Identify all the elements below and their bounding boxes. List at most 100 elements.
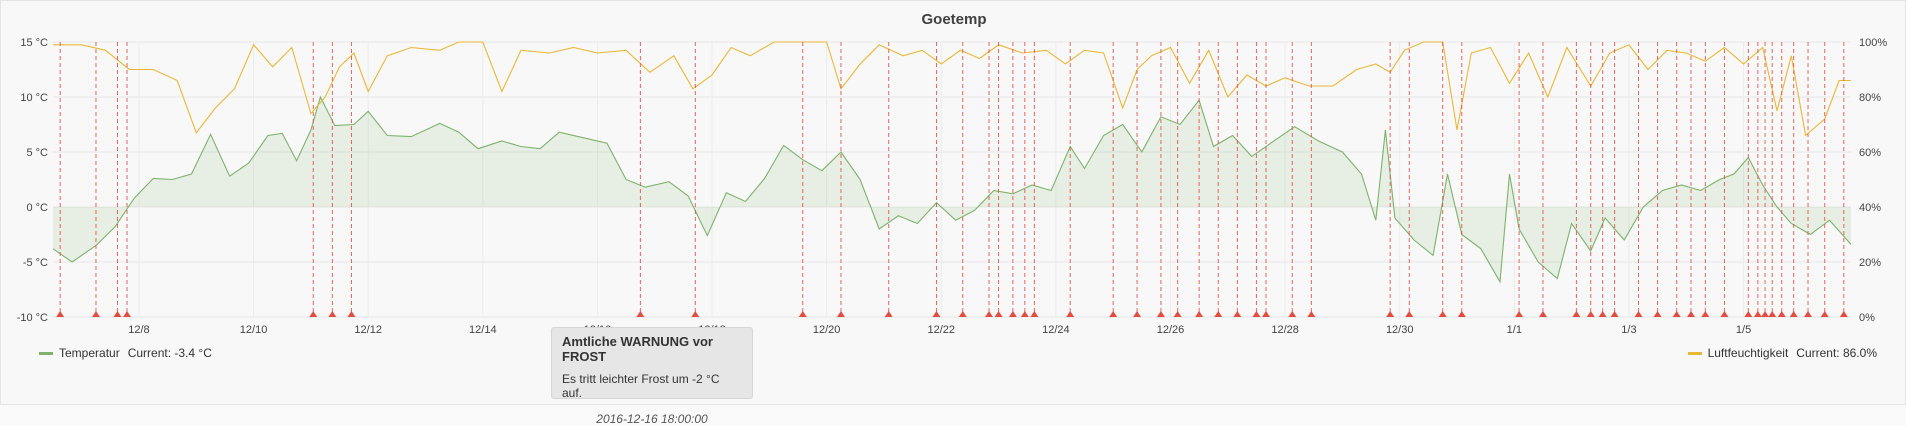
annotation-marker — [1761, 311, 1770, 317]
legend-temperature[interactable]: Temperatur Current: -3.4 °C — [39, 346, 212, 360]
annotation-marker — [1789, 311, 1798, 317]
annotation-marker — [1156, 311, 1165, 317]
series-line-temperature — [52, 95, 1852, 284]
legend-humidity[interactable]: Luftfeuchtigkeit Current: 86.0% — [1687, 346, 1877, 360]
x-tick-label: 12/30 — [1386, 324, 1414, 336]
tooltip-time: 2016-12-16 18:00:00 — [596, 412, 708, 426]
annotation-marker — [798, 311, 807, 317]
y-right-tick-label: 80% — [1859, 92, 1881, 104]
panel-title[interactable]: Goetemp — [921, 11, 987, 28]
annotation-marker — [1438, 311, 1447, 317]
annotations-group — [56, 42, 1848, 317]
annotation-marker — [1214, 311, 1223, 317]
tooltip-text: Es tritt leichter Frost um -2 °C auf. — [562, 372, 720, 400]
x-tick-label: 1/5 — [1736, 324, 1751, 336]
x-tick-label: 12/20 — [813, 324, 841, 336]
legend-current-temperature: Current: -3.4 °C — [127, 346, 212, 360]
annotation-marker — [1307, 311, 1316, 317]
annotation-marker — [1572, 311, 1581, 317]
x-tick-label: 12/24 — [1042, 324, 1070, 336]
annotation-marker — [1653, 311, 1662, 317]
annotation-marker — [1288, 311, 1297, 317]
annotation-marker — [1515, 311, 1524, 317]
annotation-marker — [113, 311, 122, 317]
annotation-tooltip: Amtliche WARNUNG vor FROST Es tritt leic… — [551, 327, 753, 426]
annotation-marker — [1386, 311, 1395, 317]
series-line-humidity — [53, 41, 1851, 137]
annotation-marker — [1173, 311, 1182, 317]
y-right-tick-label: 0% — [1859, 312, 1875, 324]
y-right-tick-label: 60% — [1859, 147, 1881, 159]
annotation-marker — [985, 311, 994, 317]
x-axis: 12/812/1012/1212/1412/1612/1812/2012/221… — [128, 324, 1751, 336]
annotation-marker — [1768, 311, 1777, 317]
x-tick-label: 1/1 — [1507, 324, 1522, 336]
x-tick-label: 12/8 — [128, 324, 149, 336]
annotation-marker — [1109, 311, 1118, 317]
x-tick-label: 12/22 — [927, 324, 955, 336]
legend-label-humidity: Luftfeuchtigkeit — [1707, 346, 1789, 360]
y-left-tick-label: 5 °C — [26, 147, 48, 159]
annotation-marker — [1777, 311, 1786, 317]
y-axis-right: 100% 80% 60% 40% 20% 0% — [1859, 37, 1887, 324]
annotation-marker — [1839, 311, 1848, 317]
annotation-marker — [347, 311, 356, 317]
y-left-tick-label: -10 °C — [17, 312, 48, 324]
annotation-marker — [56, 311, 65, 317]
x-tick-label: 1/3 — [1621, 324, 1636, 336]
annotation-marker — [1133, 311, 1142, 317]
annotation-marker — [1744, 311, 1753, 317]
annotation-marker — [1687, 311, 1696, 317]
annotation-marker — [1598, 311, 1607, 317]
annotation-marker — [884, 311, 893, 317]
y-right-tick-label: 40% — [1859, 202, 1881, 214]
annotation-marker — [836, 311, 845, 317]
x-tick-label: 12/26 — [1157, 324, 1185, 336]
y-right-tick-label: 20% — [1859, 257, 1881, 269]
legend-swatch-humidity — [1687, 351, 1702, 355]
annotation-marker — [1008, 311, 1017, 317]
annotation-marker — [1030, 311, 1039, 317]
annotation-marker — [691, 311, 700, 317]
annotation-marker — [1252, 311, 1261, 317]
annotation-marker — [1066, 311, 1075, 317]
y-left-tick-label: 0 °C — [26, 202, 48, 214]
annotation-marker — [994, 311, 1003, 317]
x-tick-label: 12/28 — [1271, 324, 1299, 336]
annotation-marker — [1753, 311, 1762, 317]
annotation-marker — [1538, 311, 1547, 317]
annotation-marker — [1672, 311, 1681, 317]
grid-lines — [53, 41, 1851, 318]
annotation-marker — [1457, 311, 1466, 317]
x-tick-label: 12/10 — [240, 324, 268, 336]
annotation-marker — [123, 311, 132, 317]
annotation-marker — [1804, 311, 1813, 317]
x-tick-label: 12/14 — [469, 324, 497, 336]
annotation-marker — [309, 311, 318, 317]
series-fill-temperature — [53, 97, 1851, 282]
legend-label-temperature: Temperatur — [59, 346, 120, 360]
x-tick-label: 12/12 — [354, 324, 382, 336]
annotation-marker — [1020, 311, 1029, 317]
annotation-marker — [1701, 311, 1710, 317]
y-left-tick-label: -5 °C — [23, 257, 48, 269]
y-right-tick-label: 100% — [1859, 37, 1887, 49]
annotation-marker — [932, 311, 941, 317]
y-axis-left: 15 °C 10 °C 5 °C 0 °C -5 °C -10 °C — [17, 37, 48, 324]
annotation-marker — [1195, 311, 1204, 317]
annotation-marker — [91, 311, 100, 317]
legend-swatch-temperature — [39, 351, 53, 355]
chart-area[interactable]: 15 °C 10 °C 5 °C 0 °C -5 °C -10 °C 100% 80% 60%… — [1, 1, 1906, 406]
series-group — [52, 41, 1852, 284]
annotation-marker — [958, 311, 967, 317]
y-left-tick-label: 10 °C — [20, 92, 48, 104]
annotation-marker — [1233, 311, 1242, 317]
annotation-marker — [1610, 311, 1619, 317]
annotation-marker — [328, 311, 337, 317]
legend-current-humidity: Current: 86.0% — [1796, 346, 1877, 360]
annotation-marker — [1586, 311, 1595, 317]
tooltip-title: Amtliche WARNUNG vor FROST — [562, 334, 713, 364]
annotation-marker — [1634, 311, 1643, 317]
annotation-marker — [1405, 311, 1414, 317]
